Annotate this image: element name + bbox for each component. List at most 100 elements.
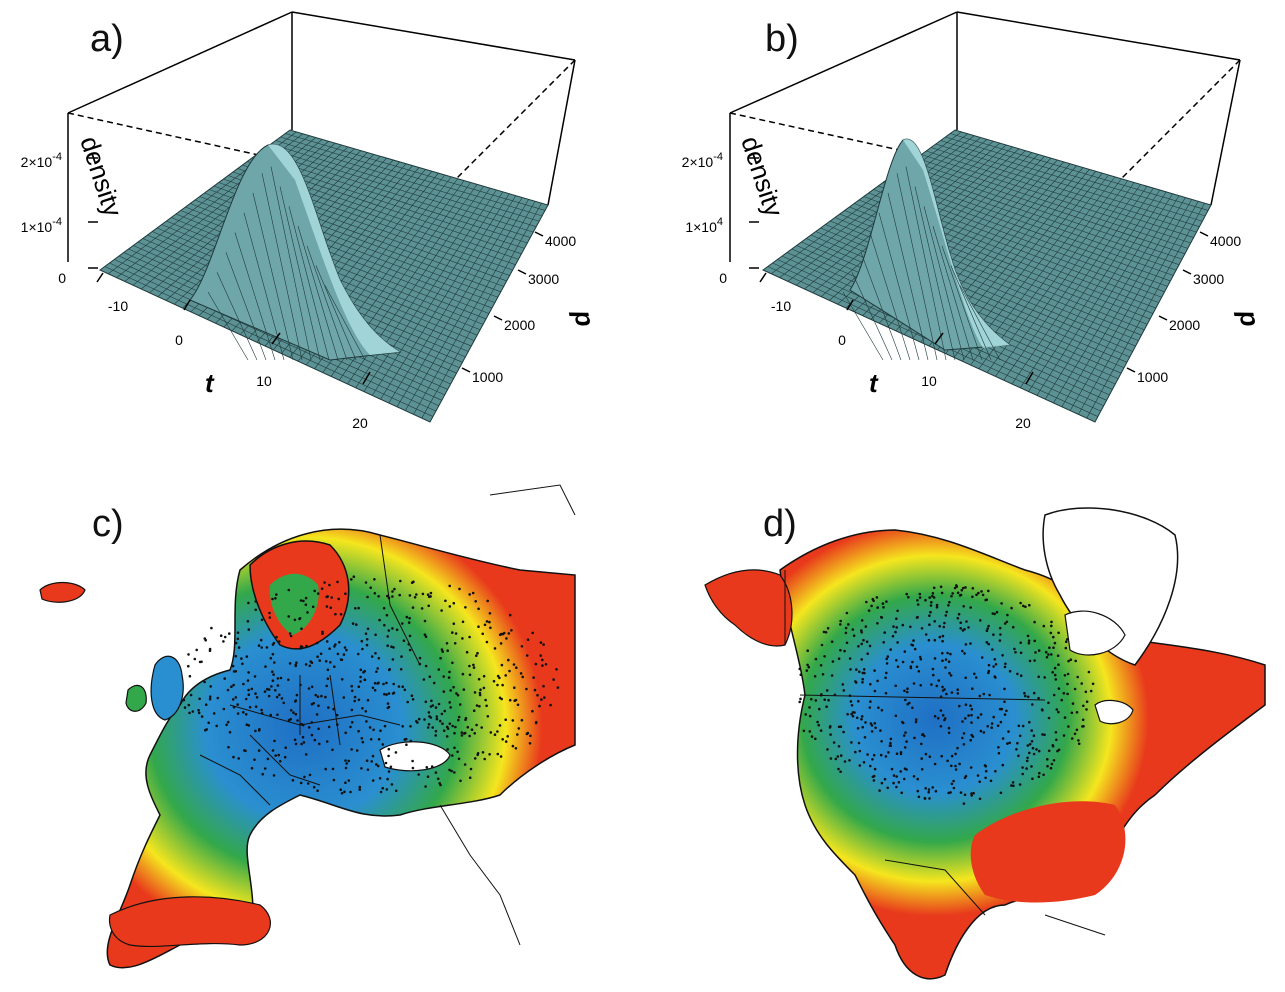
occurrence-dot [1076, 675, 1079, 679]
occurrence-dot [448, 722, 452, 725]
occurrence-dot [451, 724, 455, 728]
occurrence-dot [478, 691, 482, 695]
occurrence-dot [485, 620, 489, 623]
occurrence-dot [845, 641, 849, 645]
occurrence-dot [1085, 708, 1088, 711]
mesh-line [921, 154, 1191, 244]
peak-mesh-line [842, 291, 884, 361]
occurrence-dot [924, 633, 928, 636]
occurrence-dot [862, 761, 866, 764]
occurrence-dot [1019, 641, 1022, 644]
occurrence-dot [964, 717, 967, 720]
occurrence-dot [207, 721, 210, 725]
occurrence-dot [1028, 659, 1032, 663]
occurrence-dot [909, 665, 913, 668]
occurrence-dot [391, 590, 394, 593]
occurrence-dot [1066, 692, 1069, 696]
occurrence-dot [456, 750, 459, 754]
occurrence-dot [339, 613, 343, 616]
occurrence-dot [391, 658, 395, 661]
occurrence-dot [426, 775, 430, 778]
occurrence-dot [445, 735, 449, 738]
mesh-line [906, 164, 1183, 260]
occurrence-dot [294, 742, 298, 746]
occurrence-dot [354, 607, 357, 610]
occurrence-dot [493, 647, 497, 650]
mesh-line [413, 201, 536, 415]
occurrence-dot [889, 744, 892, 747]
mesh-line [1061, 197, 1186, 407]
occurrence-dot [865, 640, 869, 643]
occurrence-dot [876, 606, 879, 609]
occurrence-dot [373, 688, 377, 692]
occurrence-dot [340, 791, 344, 795]
peak-mesh-line [923, 206, 965, 361]
occurrence-dot [222, 640, 225, 643]
occurrence-dot [844, 626, 848, 630]
occurrence-dot [454, 725, 457, 729]
occurrence-dot [377, 681, 380, 685]
occurrence-dot [304, 596, 308, 600]
occurrence-dot [244, 749, 247, 753]
occurrence-dot [991, 648, 994, 651]
mesh-line [1053, 195, 1180, 404]
occurrence-dot [377, 595, 380, 598]
occurrence-dot [310, 733, 314, 737]
occurrence-dot [999, 791, 1003, 795]
occurrence-dot [870, 724, 874, 727]
occurrence-dot [271, 679, 275, 682]
occurrence-dot [319, 652, 323, 656]
occurrence-dot [864, 721, 867, 724]
occurrence-dot [868, 706, 872, 709]
occurrence-dot [1049, 631, 1053, 635]
mesh-line [945, 136, 1206, 217]
occurrence-dot [488, 620, 491, 624]
occurrence-dot [457, 715, 461, 719]
occurrence-dot [912, 639, 915, 642]
occurrence-dot [246, 620, 250, 623]
occurrence-dot [931, 592, 935, 595]
occurrence-dot [254, 705, 258, 708]
occurrence-dot [458, 587, 461, 591]
occurrence-dot [814, 699, 818, 702]
occurrence-dot [431, 704, 435, 707]
occurrence-dot [931, 667, 935, 671]
occurrence-dot [454, 632, 458, 635]
occurrence-dot [385, 788, 389, 791]
occurrence-dot [455, 692, 458, 695]
occurrence-dot [296, 719, 299, 722]
occurrence-dot [1074, 659, 1077, 663]
occurrence-dot [511, 719, 515, 722]
occurrence-dot [987, 669, 991, 673]
mesh-line [995, 182, 1135, 377]
occurrence-dot [244, 713, 248, 716]
occurrence-dot [896, 641, 899, 644]
occurrence-dot [460, 731, 464, 734]
occurrence-dot [1052, 646, 1055, 649]
occurrence-dot [475, 723, 478, 727]
z-tick-2: 2×10-4 [21, 151, 62, 170]
occurrence-dot [357, 685, 361, 688]
occurrence-dot [236, 712, 240, 715]
occurrence-dot [374, 652, 377, 655]
occurrence-dot [533, 688, 537, 692]
occurrence-dot [884, 755, 888, 758]
occurrence-dot [507, 632, 511, 635]
panel-d: d) [645, 475, 1285, 992]
occurrence-dot [1037, 696, 1040, 700]
north-america-landmass [779, 529, 1266, 980]
occurrence-dot [506, 735, 510, 738]
occurrence-dot [332, 778, 336, 782]
mesh-line [950, 133, 1209, 211]
peak-mesh-line [950, 265, 992, 361]
occurrence-dot [312, 785, 316, 789]
p-tick-0: 1000 [472, 369, 503, 385]
occurrence-dot [883, 777, 887, 781]
occurrence-dot [473, 732, 477, 735]
peak-mesh-line [941, 245, 983, 361]
occurrence-dot [183, 706, 187, 709]
occurrence-dot [446, 649, 450, 652]
occurrence-dot [902, 777, 906, 781]
occurrence-dot [948, 671, 951, 675]
occurrence-dot [332, 707, 335, 711]
